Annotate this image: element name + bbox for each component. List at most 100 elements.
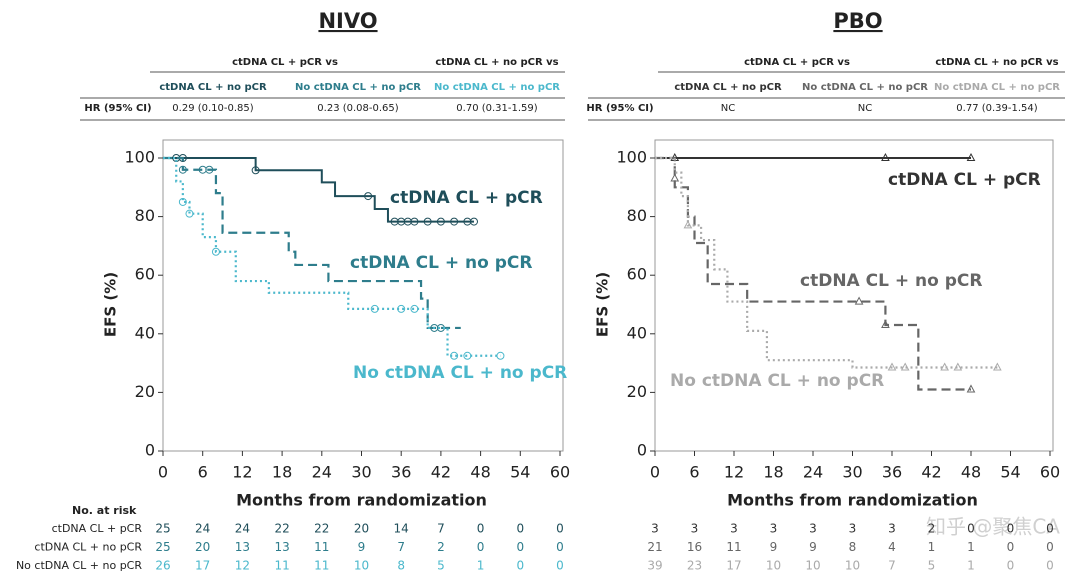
y-tick-label: 20 xyxy=(627,382,647,401)
plot-frame xyxy=(162,139,564,452)
hr-group: ctDNA CL + no pCR vs xyxy=(935,57,1058,68)
at-risk-count: 13 xyxy=(274,540,289,554)
km-curve xyxy=(655,156,998,369)
at-risk-count: 0 xyxy=(1007,559,1015,573)
at-risk-count: 1 xyxy=(928,540,936,554)
at-risk-count: 0 xyxy=(477,522,485,536)
at-risk-count: 13 xyxy=(235,540,250,554)
at-risk-count: 0 xyxy=(1046,559,1054,573)
at-risk-count: 3 xyxy=(888,522,896,536)
at-risk-count: 3 xyxy=(809,522,817,536)
at-risk-count: 0 xyxy=(1046,522,1054,536)
x-tick-label: 54 xyxy=(1000,463,1020,482)
hr-value: 0.29 (0.10-0.85) xyxy=(172,103,253,114)
censor-mark xyxy=(469,217,478,226)
at-risk-count: 12 xyxy=(235,559,250,573)
censor-mark xyxy=(940,362,950,371)
censor-mark xyxy=(450,217,459,226)
y-tick-label: 60 xyxy=(135,265,155,284)
x-tick-label: 36 xyxy=(882,463,902,482)
censor-mark xyxy=(881,319,890,329)
series-label: No ctDNA CL + no pCR xyxy=(353,363,567,383)
at-risk-count: 1 xyxy=(967,540,975,554)
at-risk-count: 39 xyxy=(647,559,662,573)
at-risk-count: 24 xyxy=(235,522,250,536)
hr-group: ctDNA CL + pCR vs xyxy=(232,57,338,68)
km-curve xyxy=(163,157,474,223)
x-tick-label: 60 xyxy=(1040,463,1060,482)
hr-row-label: HR (95% CI) xyxy=(84,103,151,114)
censor-mark xyxy=(178,165,187,174)
x-axis-label: Months from randomization xyxy=(727,491,978,510)
hr-column: ctDNA CL + no pCR xyxy=(674,82,782,93)
hr-value: 0.70 (0.31-1.59) xyxy=(456,103,537,114)
at-risk-count: 3 xyxy=(770,522,778,536)
km-curve xyxy=(163,156,501,357)
at-risk-count: 8 xyxy=(849,540,857,554)
x-tick-label: 42 xyxy=(431,463,451,482)
x-tick-label: 60 xyxy=(550,463,570,482)
at-risk-count: 17 xyxy=(726,559,741,573)
censor-mark xyxy=(185,209,194,218)
x-axis-label: Months from randomization xyxy=(236,491,487,510)
hr-value: NC xyxy=(721,103,735,114)
x-tick-label: 12 xyxy=(724,463,744,482)
x-tick-label: 24 xyxy=(312,463,332,482)
at-risk-count: 5 xyxy=(437,559,445,573)
y-axis-label: EFS (%) xyxy=(102,272,120,337)
series-label: No ctDNA CL + no pCR xyxy=(670,371,884,391)
x-tick-label: 18 xyxy=(272,463,292,482)
y-tick-label: 40 xyxy=(135,323,155,342)
at-risk-count: 10 xyxy=(766,559,781,573)
at-risk-count: 7 xyxy=(888,559,896,573)
hr-column: No ctDNA CL + no pCR xyxy=(295,82,421,93)
at-risk-count: 7 xyxy=(397,540,405,554)
at-risk-count: 24 xyxy=(195,522,210,536)
at-risk-count: 0 xyxy=(1007,540,1015,554)
y-tick-label: 60 xyxy=(627,265,647,284)
hr-column: No ctDNA CL + no pCR xyxy=(934,82,1060,93)
at-risk-row-name: No ctDNA CL + no pCR xyxy=(16,559,142,572)
hr-column: ctDNA CL + no pCR xyxy=(159,82,267,93)
censor-mark xyxy=(436,217,445,226)
censor-mark xyxy=(900,362,910,371)
at-risk-count: 0 xyxy=(516,540,524,554)
at-risk-count: 2 xyxy=(928,522,936,536)
panel-title: NIVO xyxy=(318,9,377,33)
at-risk-count: 21 xyxy=(647,540,662,554)
at-risk-count: 0 xyxy=(1046,540,1054,554)
at-risk-count: 10 xyxy=(805,559,820,573)
censor-mark xyxy=(397,304,406,313)
at-risk-count: 9 xyxy=(809,540,817,554)
km-curve xyxy=(655,156,971,391)
at-risk-row-name: ctDNA CL + pCR xyxy=(52,522,143,535)
censor-mark xyxy=(410,304,419,313)
at-risk-count: 10 xyxy=(845,559,860,573)
hr-group: ctDNA CL + no pCR vs xyxy=(435,57,558,68)
km-curve xyxy=(163,156,461,330)
censor-mark xyxy=(251,166,260,175)
censor-mark xyxy=(881,152,890,161)
censor-mark xyxy=(410,217,419,226)
censor-mark xyxy=(450,351,459,360)
at-risk-count: 1 xyxy=(477,559,485,573)
at-risk-count: 20 xyxy=(195,540,210,554)
at-risk-count: 17 xyxy=(195,559,210,573)
at-risk-count: 3 xyxy=(849,522,857,536)
watermark: 知乎 @聚焦CA xyxy=(926,515,1060,539)
y-axis-label: EFS (%) xyxy=(594,272,612,337)
panel-title: PBO xyxy=(833,9,882,33)
series-label: ctDNA CL + pCR xyxy=(390,188,543,208)
at-risk-count: 1 xyxy=(967,559,975,573)
at-risk-count: 16 xyxy=(687,540,702,554)
x-tick-label: 36 xyxy=(391,463,411,482)
at-risk-count: 11 xyxy=(274,559,289,573)
at-risk-row-name: ctDNA CL + no pCR xyxy=(34,541,142,554)
censor-mark xyxy=(670,173,680,182)
at-risk-count: 0 xyxy=(967,522,975,536)
x-tick-label: 30 xyxy=(842,463,862,482)
at-risk-count: 9 xyxy=(770,540,778,554)
plot-frame xyxy=(654,139,1054,452)
y-tick-label: 40 xyxy=(627,323,647,342)
at-risk-count: 0 xyxy=(556,522,564,536)
